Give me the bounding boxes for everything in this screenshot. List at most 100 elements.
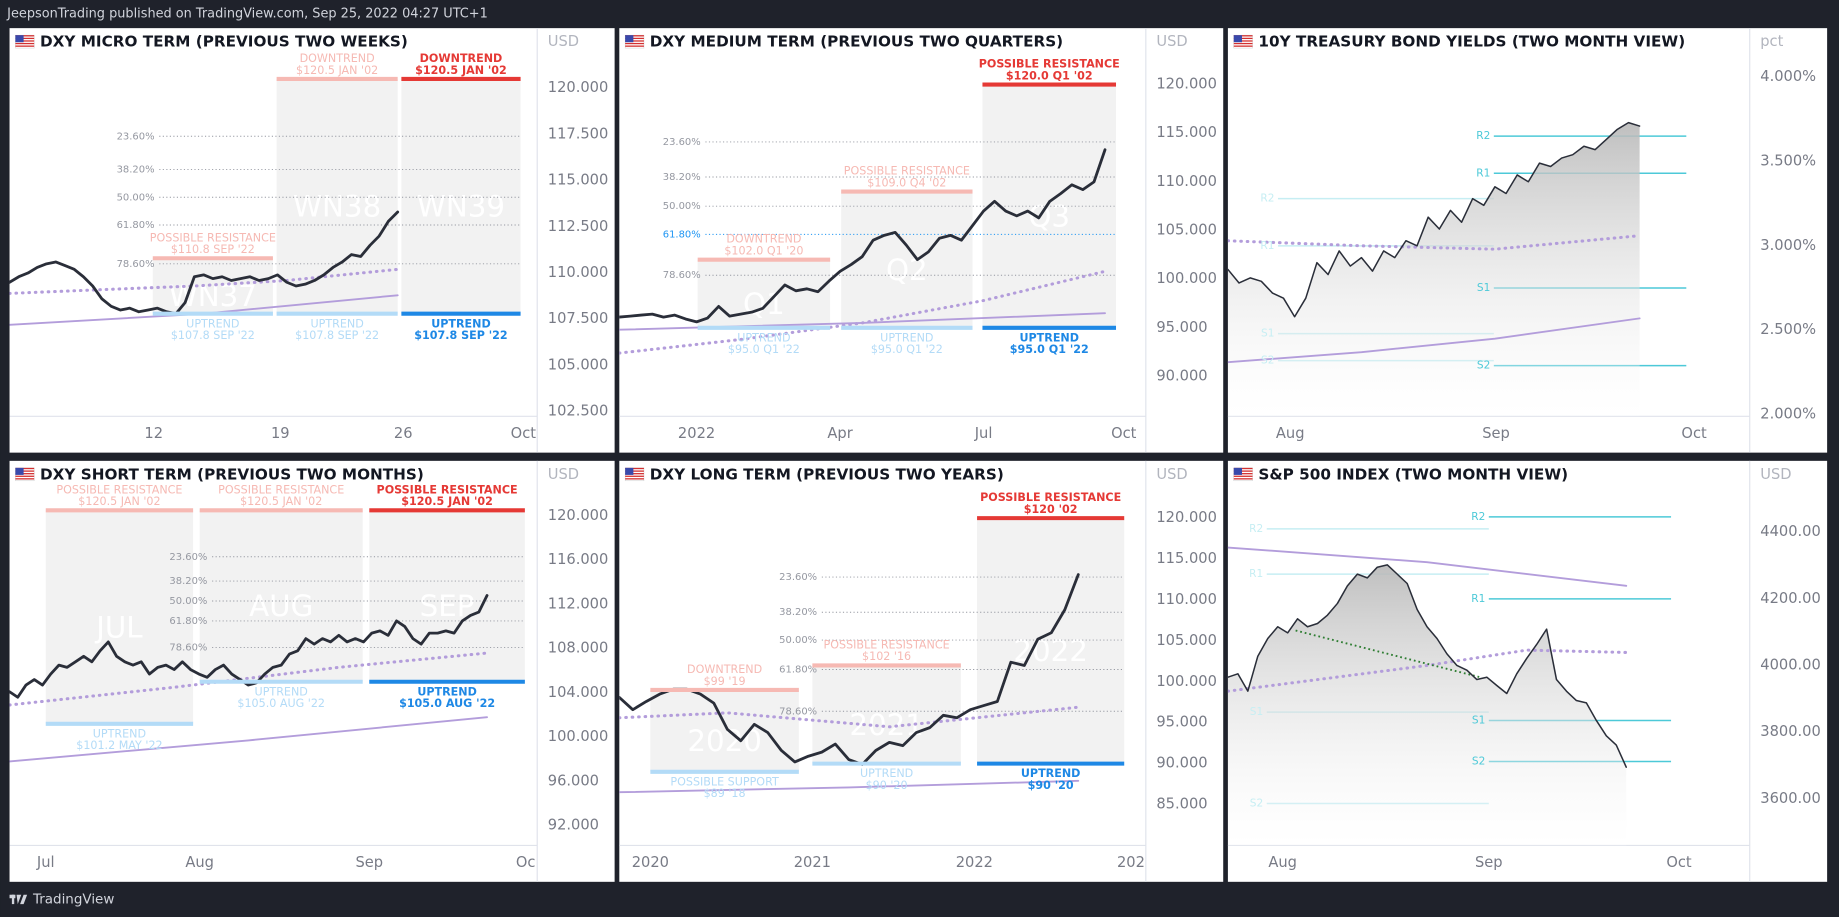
zone-top-label: $110.8 SEP '22 xyxy=(171,243,255,256)
level-label: R1 xyxy=(1260,240,1274,252)
x-tick-label: Oct xyxy=(1111,425,1137,442)
zone-bottom-label: UPTREND xyxy=(93,727,146,740)
y-tick-label: 100.000 xyxy=(548,728,609,745)
fib-label: 23.60% xyxy=(169,552,207,563)
zone-top-label: DOWNTREND xyxy=(420,52,503,65)
y-tick-label: 3800.00 xyxy=(1760,723,1821,740)
chart-title: DXY LONG TERM (PREVIOUS TWO YEARS) xyxy=(650,465,1004,483)
zone-bottom-label: $101.2 MAY '22 xyxy=(76,739,162,752)
moving-average-dotted xyxy=(1227,648,1628,693)
flag-stripe xyxy=(625,478,644,480)
flag-stripe xyxy=(15,473,35,475)
line-series xyxy=(9,210,400,316)
y-tick-label: 3600.00 xyxy=(1760,790,1821,807)
line-series xyxy=(1227,564,1628,768)
y-tick-label: 107.500 xyxy=(548,310,609,327)
flag-canton xyxy=(625,467,634,475)
flag-stripe xyxy=(1233,45,1253,47)
x-tick-label: Oct xyxy=(511,425,537,442)
x-tick-label: 2021 xyxy=(794,854,831,871)
flag-stripe xyxy=(15,40,35,42)
y-tick-label: 112.000 xyxy=(548,595,609,612)
flag-stripe xyxy=(15,35,35,37)
x-axis: Aug Sep Oct xyxy=(1276,425,1707,442)
x-tick-label: Sep xyxy=(1482,425,1510,442)
zone xyxy=(697,259,831,328)
plot-area xyxy=(1227,516,1672,846)
zone-bottom-label: UPTREND xyxy=(417,685,477,698)
zone-bottom-label: $105.0 AUG '22 xyxy=(399,697,495,710)
line-series xyxy=(1227,546,1628,587)
y-tick-label: 102.500 xyxy=(548,403,609,420)
y-tick-label: 116.000 xyxy=(548,551,609,568)
x-tick-label: Aug xyxy=(1268,854,1297,871)
zone-top-label: POSSIBLE RESISTANCE xyxy=(979,58,1120,71)
zone-top-label: $120 '02 xyxy=(1024,503,1078,516)
y-tick-label: 100.000 xyxy=(1156,673,1217,690)
chart-title: DXY MEDIUM TERM (PREVIOUS TWO QUARTERS) xyxy=(650,33,1063,51)
y-tick-label: 4200.00 xyxy=(1760,590,1821,607)
unit-label: USD xyxy=(548,466,579,483)
y-tick-label: 120.000 xyxy=(1156,76,1217,93)
zone-bottom-label: UPTREND xyxy=(310,317,363,330)
y-tick-label: 115.000 xyxy=(1156,124,1217,141)
flag-stripe xyxy=(1233,473,1253,475)
flag-stripe xyxy=(625,467,644,470)
panel: 2020 2021202285.00090.00095.000100.000105… xyxy=(619,460,1224,882)
y-tick-label: 120.000 xyxy=(1156,509,1217,526)
x-tick-label: Apr xyxy=(827,425,853,442)
zone-top-label: POSSIBLE RESISTANCE xyxy=(56,483,182,496)
flag-stripe xyxy=(15,467,35,470)
fib-label: 61.80% xyxy=(779,665,817,676)
y-tick-label: 110.000 xyxy=(1156,173,1217,190)
zone-top-label: DOWNTREND xyxy=(726,233,801,246)
fib-label: 61.80% xyxy=(663,229,701,240)
plot-area xyxy=(1227,121,1687,417)
zone xyxy=(650,689,799,772)
zone-top-label: POSSIBLE RESISTANCE xyxy=(824,638,950,651)
y-tick-label: 96.000 xyxy=(548,772,599,789)
zone xyxy=(369,510,525,682)
flag-stripe xyxy=(15,475,35,477)
y-tick-label: 2.500% xyxy=(1760,321,1816,338)
line-series xyxy=(1227,121,1641,318)
fib-label: 50.00% xyxy=(117,192,155,203)
unit-label: pct xyxy=(1760,33,1783,50)
y-tick-label: 110.000 xyxy=(548,264,609,281)
zone-top-label: $102.0 Q1 '20 xyxy=(724,244,803,257)
fib-label: 50.00% xyxy=(169,596,207,607)
zone-top-label: POSSIBLE RESISTANCE xyxy=(150,231,276,244)
zone-bottom-label: UPTREND xyxy=(186,317,239,330)
zone-bottom-label: UPTREND xyxy=(431,317,490,330)
level-label: S2 xyxy=(1250,797,1263,809)
moving-average-dotted xyxy=(619,269,1107,355)
zone xyxy=(199,510,363,682)
flag-stripe xyxy=(15,37,35,40)
y-tick-label: 120.000 xyxy=(548,79,609,96)
y-tick-label: 120.000 xyxy=(548,507,609,524)
zone-bottom-label: $107.8 SEP '22 xyxy=(171,329,255,342)
level-label: S2 xyxy=(1477,360,1490,372)
x-tick-label: 2022 xyxy=(956,854,993,871)
zone-top-label: $102 '16 xyxy=(862,650,911,663)
x-tick-label: Oc xyxy=(516,854,536,871)
level-label: R2 xyxy=(1260,193,1274,205)
flag-stripe xyxy=(15,470,35,472)
fib-label: 78.60% xyxy=(663,270,701,281)
x-tick-label: Aug xyxy=(185,854,214,871)
zone-bottom-label: $95.0 Q1 '22 xyxy=(1010,343,1089,356)
y-tick-label: 90.000 xyxy=(1156,367,1207,384)
chart-title: 10Y TREASURY BOND YIELDS (TWO MONTH VIEW… xyxy=(1258,33,1685,51)
unit-label: USD xyxy=(1156,466,1187,483)
fib-label: 38.20% xyxy=(117,165,155,176)
flag-stripe xyxy=(625,40,644,42)
unit-label: USD xyxy=(548,33,579,50)
zone-bottom-label: UPTREND xyxy=(737,331,790,344)
fib-label: 61.80% xyxy=(117,220,155,231)
plot-area: WN37 WN38 WN39 xyxy=(9,78,521,326)
flag-stripe xyxy=(15,45,35,47)
